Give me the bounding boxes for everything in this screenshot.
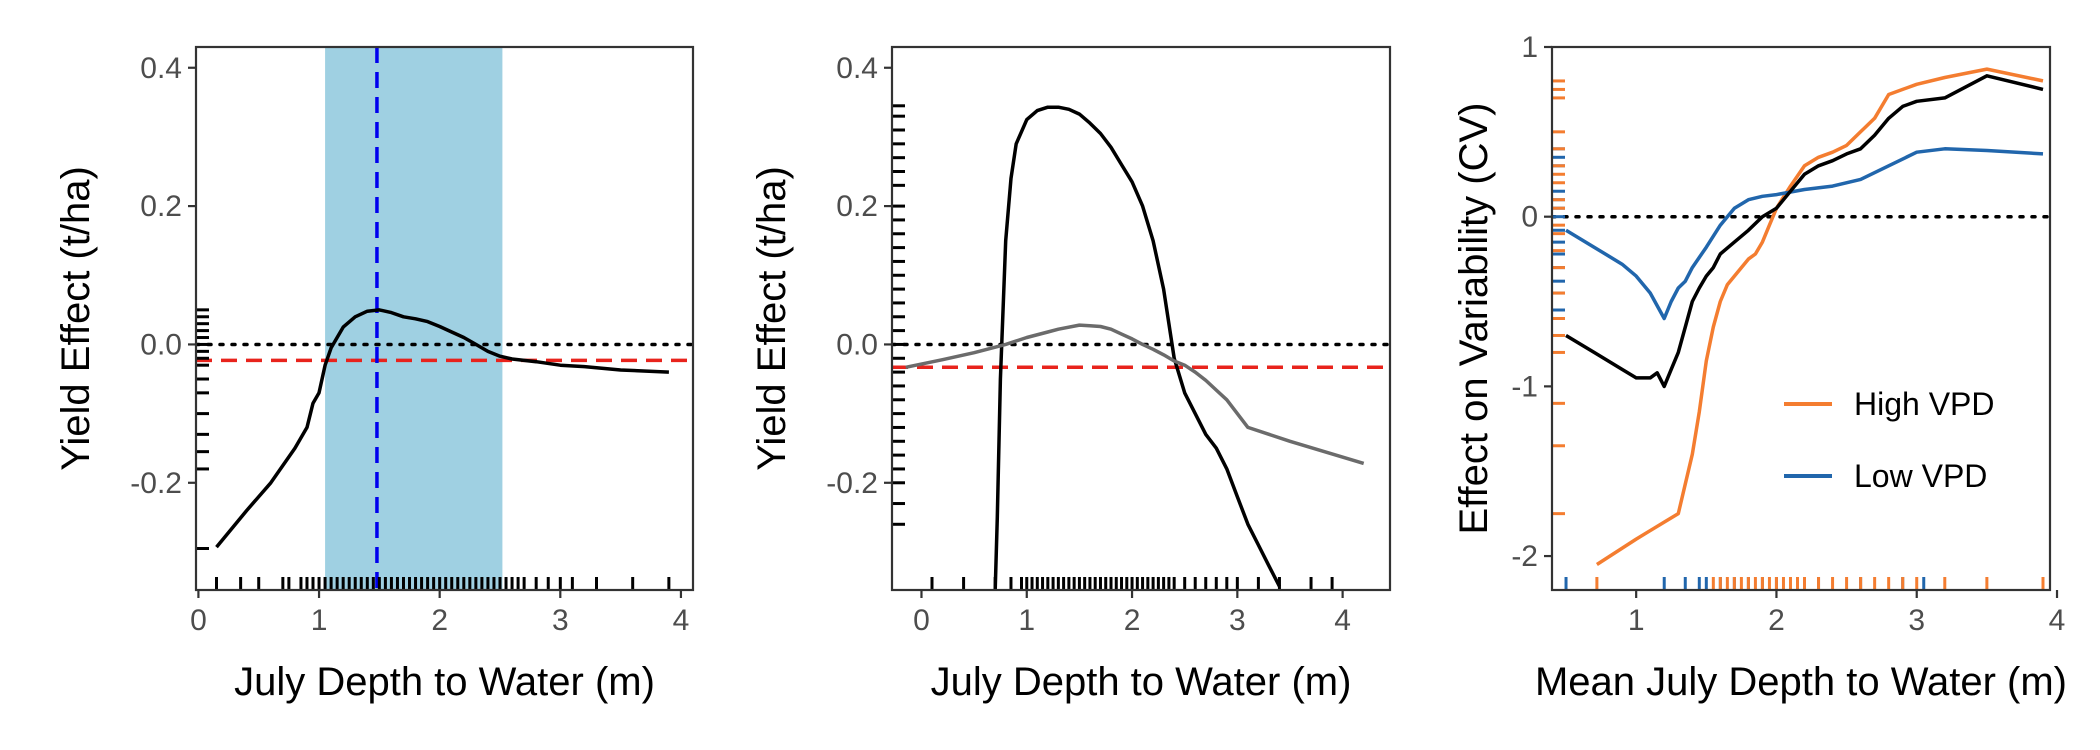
y-tick-label: 0.2 (140, 190, 182, 223)
y-tick-label: -0.2 (826, 467, 878, 500)
x-tick-label: 2 (431, 604, 448, 637)
x-tick-label: 2 (1768, 604, 1785, 637)
y-tick-label: -1 (1511, 370, 1538, 403)
x-tick-label: 1 (1628, 604, 1645, 637)
series-line-1 (993, 105, 1282, 590)
x-axis-title: July Depth to Water (m) (931, 660, 1352, 704)
y-axis-title: Yield Effect (t/ha) (750, 166, 794, 471)
y-tick-label: 0.4 (140, 52, 182, 85)
y-tick-label: 0.0 (140, 328, 182, 361)
y-tick-label: 1 (1521, 31, 1538, 64)
y-tick-label: -2 (1511, 540, 1538, 573)
series-line-3 (1565, 74, 2044, 389)
legend-label: Low VPD (1854, 458, 1987, 494)
plot-area (892, 105, 1390, 590)
x-axis-title: July Depth to Water (m) (234, 660, 655, 704)
x-tick-label: 1 (1018, 604, 1035, 637)
panel-3: 1 2 3 4 -2 -1 0 1 Mean July Depth to Water (m) Ef… (1452, 31, 2067, 704)
x-tick-label: 3 (552, 604, 569, 637)
x-tick-label: 4 (1334, 604, 1351, 637)
x-tick-label: 0 (190, 604, 207, 637)
y-tick-label: 0.0 (836, 328, 878, 361)
y-tick-label: 0.4 (836, 52, 878, 85)
y-tick-label: 0.2 (836, 190, 878, 223)
panel-1: 0 1 2 3 4 -0.2 0.0 0.2 0.4 July Depth to Water (m… (54, 45, 695, 704)
series-line-2 (905, 323, 1365, 466)
plot-frame (1550, 45, 2052, 592)
panel-2: 0 1 2 3 4 -0.2 0.0 0.2 0.4 July Depth to Water (m… (750, 45, 1392, 704)
plot-area (196, 47, 693, 590)
x-tick-label: 1 (311, 604, 328, 637)
x-tick-label: 3 (1229, 604, 1246, 637)
series-line-1 (215, 308, 669, 549)
x-tick-label: 3 (1908, 604, 1925, 637)
x-tick-label: 0 (913, 604, 930, 637)
series-line-high-vpd (1595, 67, 2044, 566)
y-tick-label: -0.2 (130, 467, 182, 500)
x-tick-label: 4 (2049, 604, 2066, 637)
y-axis-title: Effect on Variability (CV) (1452, 102, 1496, 534)
legend-label: High VPD (1854, 386, 1995, 422)
plot-frame (890, 45, 1392, 592)
legend: High VPD Low VPD (1784, 386, 1995, 494)
plot-frame (194, 45, 695, 592)
plot-area (1552, 67, 2050, 566)
y-axis-title: Yield Effect (t/ha) (54, 166, 98, 471)
x-axis-title: Mean July Depth to Water (m) (1535, 660, 2067, 704)
x-tick-label: 4 (673, 604, 690, 637)
y-tick-label: 0 (1521, 201, 1538, 234)
series-line-low-vpd (1565, 147, 2044, 321)
x-tick-label: 2 (1124, 604, 1141, 637)
